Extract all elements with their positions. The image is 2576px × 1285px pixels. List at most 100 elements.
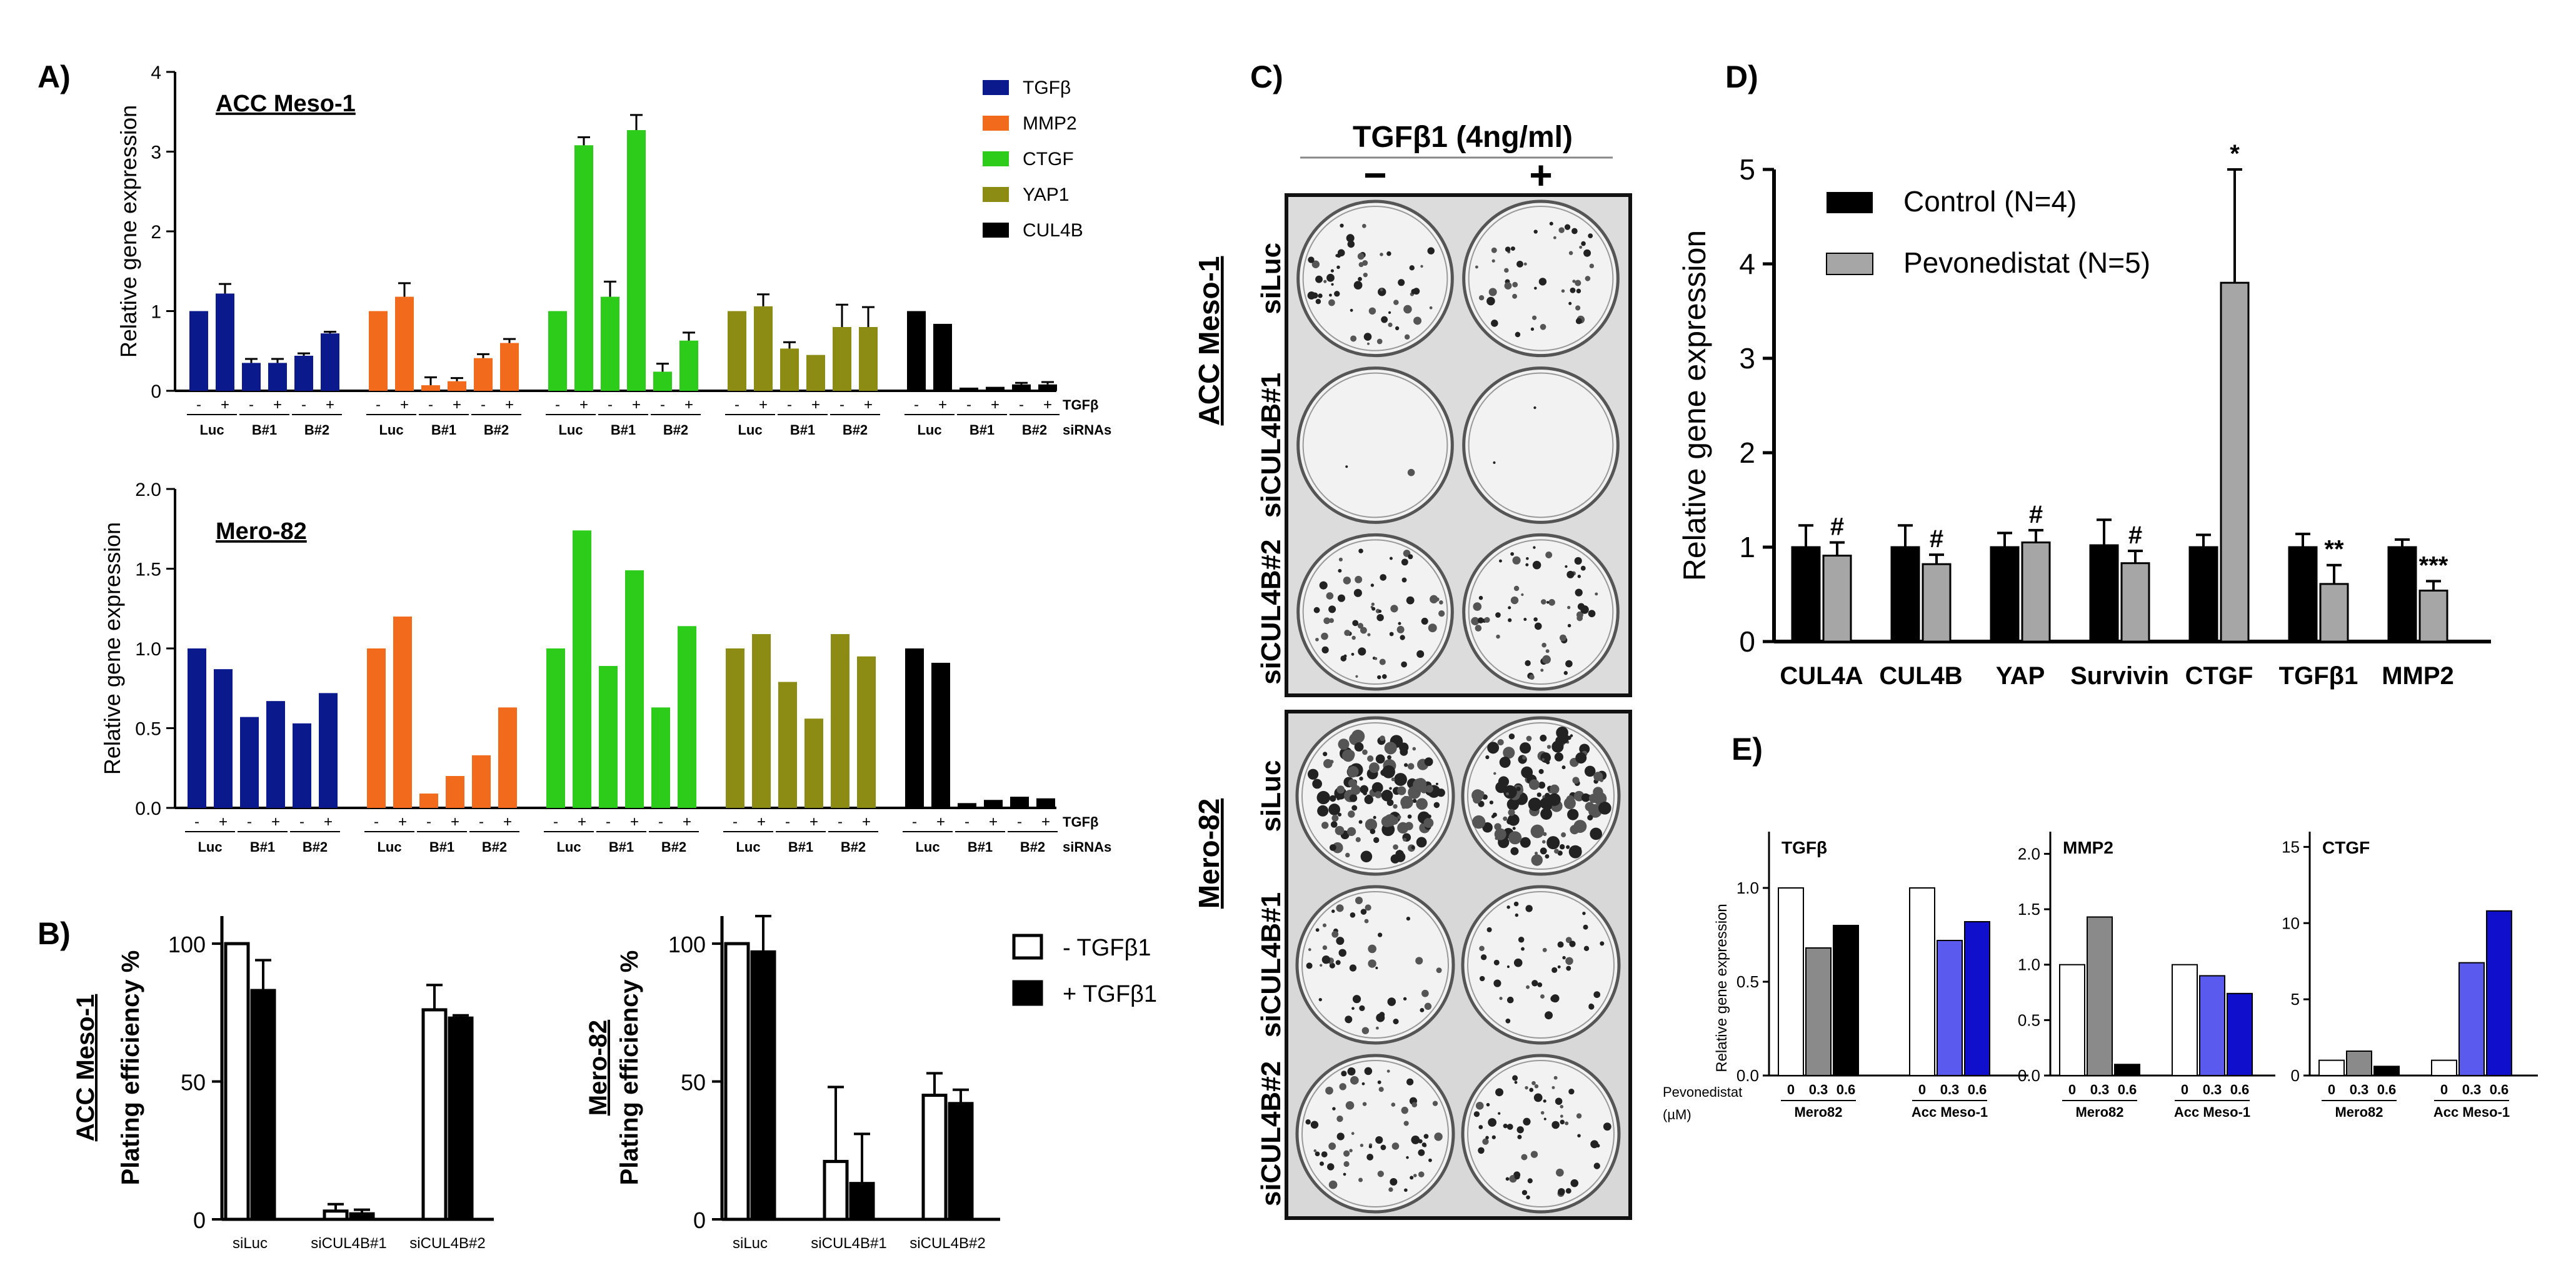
colony bbox=[1506, 905, 1510, 909]
dose-label: 0.6 bbox=[2490, 1082, 2509, 1097]
colony bbox=[1407, 763, 1415, 770]
colony bbox=[1377, 1171, 1384, 1177]
colony bbox=[1475, 265, 1478, 269]
colony bbox=[1545, 854, 1550, 859]
colony bbox=[1315, 275, 1323, 283]
group-label: B#2 bbox=[484, 422, 509, 438]
colony bbox=[1400, 747, 1408, 756]
bar bbox=[1964, 921, 1990, 1076]
colony bbox=[1433, 802, 1440, 809]
bar bbox=[780, 348, 799, 391]
colony bbox=[1319, 1161, 1325, 1166]
bar bbox=[189, 311, 208, 391]
sign-label: - bbox=[376, 396, 381, 413]
bar bbox=[250, 989, 276, 1221]
bar bbox=[1805, 947, 1832, 1076]
colony bbox=[1427, 247, 1435, 254]
colony bbox=[1593, 991, 1601, 998]
colony bbox=[1377, 1080, 1381, 1084]
colony bbox=[1406, 1156, 1409, 1159]
colony bbox=[1525, 1086, 1528, 1090]
colony bbox=[1478, 295, 1485, 301]
colony bbox=[1561, 289, 1565, 293]
colony bbox=[1523, 262, 1527, 266]
colony bbox=[1390, 738, 1393, 742]
bar bbox=[804, 718, 823, 808]
colony bbox=[1345, 465, 1348, 468]
legend-swatch-yap1 bbox=[983, 187, 1009, 202]
legend-label-tgfb: TGFβ bbox=[1023, 78, 1071, 98]
colony bbox=[1575, 280, 1581, 286]
y-tick-label: 0.0 bbox=[135, 799, 161, 819]
colony bbox=[1565, 565, 1568, 568]
colony bbox=[1312, 779, 1323, 789]
bar bbox=[778, 682, 797, 808]
colony bbox=[1353, 281, 1363, 290]
significance-mark: *** bbox=[2419, 552, 2448, 579]
colony bbox=[1366, 794, 1371, 799]
colony bbox=[1553, 1076, 1558, 1080]
colony bbox=[1403, 997, 1407, 1001]
colony bbox=[1347, 1067, 1356, 1076]
colony bbox=[1488, 1118, 1497, 1127]
legend-swatch-tgfb bbox=[983, 80, 1009, 95]
sign-label: - bbox=[196, 396, 201, 413]
colony bbox=[1551, 740, 1564, 753]
colony bbox=[1393, 1019, 1399, 1025]
bar bbox=[907, 311, 926, 391]
colony bbox=[1409, 265, 1415, 271]
group-label: Acc Meso-1 bbox=[2174, 1104, 2250, 1120]
colony bbox=[1343, 1150, 1350, 1157]
colony bbox=[1313, 607, 1320, 613]
colony bbox=[1543, 1099, 1546, 1103]
chart-title: ACC Meso-1 bbox=[216, 91, 356, 117]
colony bbox=[1533, 546, 1536, 549]
bar bbox=[1990, 546, 2020, 643]
panel-label-d: D) bbox=[1725, 59, 1758, 94]
colony bbox=[1359, 1005, 1365, 1012]
colony bbox=[1473, 795, 1481, 804]
bar bbox=[1038, 384, 1057, 391]
colony bbox=[1515, 331, 1521, 338]
dose-label: 0 bbox=[2068, 1082, 2076, 1097]
colony bbox=[1355, 837, 1361, 842]
colony bbox=[1321, 822, 1329, 829]
colony bbox=[1485, 1136, 1489, 1140]
colony bbox=[1360, 627, 1367, 634]
x-tick-label: CUL4B bbox=[1879, 662, 1962, 690]
colony bbox=[1428, 623, 1437, 633]
colony bbox=[1523, 1117, 1531, 1126]
colony bbox=[1321, 632, 1328, 640]
colony bbox=[1397, 786, 1406, 795]
colony bbox=[1318, 293, 1323, 298]
colony bbox=[1540, 847, 1547, 855]
colony bbox=[1401, 558, 1408, 566]
colony bbox=[1533, 229, 1538, 234]
colony bbox=[1588, 233, 1593, 239]
colony bbox=[1508, 831, 1522, 845]
colony bbox=[1540, 797, 1551, 809]
bar bbox=[823, 1159, 849, 1221]
bar bbox=[266, 701, 285, 808]
colony bbox=[1585, 276, 1591, 281]
sign-label: - bbox=[481, 396, 486, 413]
group-label: B#2 bbox=[482, 839, 507, 855]
sign-label: + bbox=[809, 814, 818, 830]
colony bbox=[1306, 962, 1313, 969]
colony bbox=[1328, 804, 1341, 815]
colony bbox=[1503, 1124, 1508, 1129]
colony bbox=[1412, 787, 1415, 791]
bar bbox=[831, 634, 849, 808]
colony bbox=[1413, 1174, 1417, 1177]
colony bbox=[1541, 758, 1545, 761]
colony bbox=[1358, 262, 1364, 268]
colony bbox=[1556, 1168, 1564, 1177]
colony bbox=[1559, 844, 1565, 850]
legend-label-cul4b: CUL4B bbox=[1023, 220, 1083, 241]
colony bbox=[1565, 957, 1573, 965]
bar bbox=[2172, 964, 2198, 1077]
colony bbox=[1336, 797, 1340, 800]
well bbox=[1296, 366, 1454, 524]
colony bbox=[1506, 792, 1510, 795]
colony bbox=[1425, 785, 1433, 793]
